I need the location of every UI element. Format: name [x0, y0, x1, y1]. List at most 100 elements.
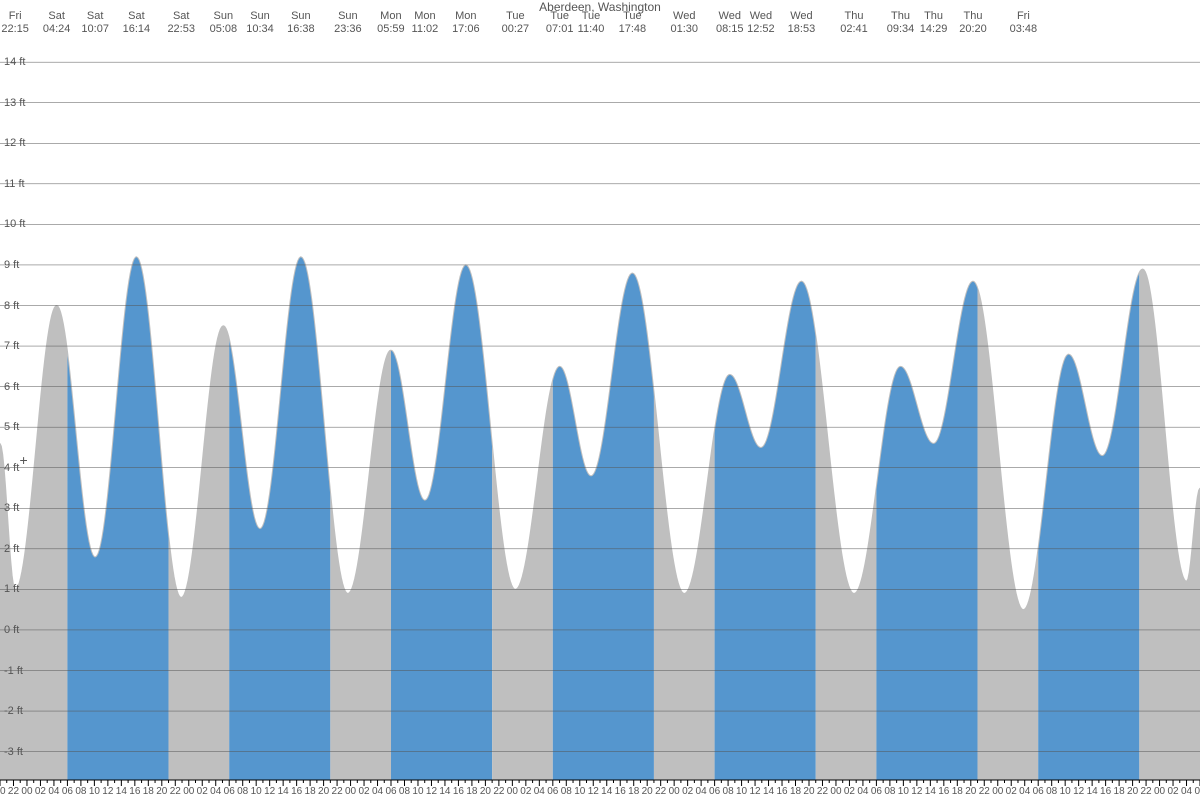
x-tick-label: 04 — [857, 786, 868, 797]
tide-event-label: Wed12:52 — [747, 10, 775, 36]
x-tick-label: 10 — [1060, 786, 1071, 797]
x-tick-label: 00 — [1154, 786, 1165, 797]
x-tick-label: 10 — [736, 786, 747, 797]
x-tick-label: 04 — [48, 786, 59, 797]
x-tick-label: 04 — [1181, 786, 1192, 797]
tide-event-label: Fri22:15 — [1, 10, 29, 36]
tide-event-day: Sat — [43, 10, 71, 23]
x-tick-label: 02 — [682, 786, 693, 797]
tide-event-time: 01:30 — [671, 23, 699, 36]
x-tick-label: 14 — [925, 786, 936, 797]
x-tick-label: 04 — [372, 786, 383, 797]
x-tick-label: 08 — [1046, 786, 1057, 797]
cursor-mark: + — [20, 452, 28, 468]
tide-event-label: Thu20:20 — [959, 10, 987, 36]
x-tick-label: 16 — [291, 786, 302, 797]
tide-event-label: Fri03:48 — [1010, 10, 1038, 36]
tide-event-label: Sun05:08 — [210, 10, 238, 36]
x-tick-label: 08 — [399, 786, 410, 797]
tide-event-label: Tue00:27 — [502, 10, 530, 36]
x-tick-label: 10 — [412, 786, 423, 797]
x-tick-label: 20 — [480, 786, 491, 797]
x-tick-label: 22 — [332, 786, 343, 797]
x-tick-label: 22 — [170, 786, 181, 797]
tide-event-label: Sat22:53 — [167, 10, 195, 36]
tide-event-time: 17:06 — [452, 23, 480, 36]
x-tick-label: 02 — [358, 786, 369, 797]
tide-event-time: 16:38 — [287, 23, 315, 36]
x-tick-label: 02 — [1167, 786, 1178, 797]
tide-fill-segment — [876, 281, 977, 780]
x-tick-label: 14 — [439, 786, 450, 797]
tide-fill-segment — [978, 288, 1039, 780]
x-tick-label: 02 — [1006, 786, 1017, 797]
tide-event-day: Wed — [747, 10, 775, 23]
tide-event-time: 05:08 — [210, 23, 238, 36]
x-tick-label: 06 — [709, 786, 720, 797]
x-tick-label: 22 — [8, 786, 19, 797]
x-tick-label: 14 — [116, 786, 127, 797]
tide-event-time: 02:41 — [840, 23, 868, 36]
x-tick-label: 10 — [574, 786, 585, 797]
y-tick-label: -1 ft — [4, 665, 23, 677]
tide-event-time: 14:29 — [920, 23, 948, 36]
x-tick-label: 18 — [1114, 786, 1125, 797]
tide-event-day: Tue — [546, 10, 574, 23]
x-tick-label: 22 — [1141, 786, 1152, 797]
tide-event-time: 22:15 — [1, 23, 29, 36]
x-tick-label: 12 — [1073, 786, 1084, 797]
tide-event-label: Sat04:24 — [43, 10, 71, 36]
x-tick-label: 00 — [183, 786, 194, 797]
y-tick-label: 6 ft — [4, 381, 19, 393]
tide-event-day: Sun — [287, 10, 315, 23]
x-tick-label: 18 — [790, 786, 801, 797]
tide-event-day: Thu — [887, 10, 915, 23]
x-tick-label: 12 — [588, 786, 599, 797]
x-tick-label: 12 — [911, 786, 922, 797]
x-tick-label: 04 — [1019, 786, 1030, 797]
x-tick-label: 10 — [898, 786, 909, 797]
tide-event-day: Fri — [1, 10, 29, 23]
y-tick-label: 10 ft — [4, 218, 25, 230]
x-tick-label: 14 — [601, 786, 612, 797]
tide-event-time: 03:48 — [1010, 23, 1038, 36]
x-tick-label: 14 — [1087, 786, 1098, 797]
x-tick-label: 06 — [385, 786, 396, 797]
tide-fill-segment — [492, 379, 553, 780]
y-tick-label: 14 ft — [4, 56, 25, 68]
tide-fill-segment — [816, 335, 877, 780]
tide-event-label: Sat16:14 — [123, 10, 151, 36]
x-tick-label: 02 — [520, 786, 531, 797]
x-tick-label: 06 — [224, 786, 235, 797]
x-tick-label: 18 — [305, 786, 316, 797]
tide-fill-segment — [654, 391, 715, 780]
tide-event-time: 04:24 — [43, 23, 71, 36]
tide-event-label: Sat10:07 — [81, 10, 109, 36]
y-tick-label: 8 ft — [4, 300, 19, 312]
tide-event-label: Wed01:30 — [671, 10, 699, 36]
tide-event-day: Sun — [210, 10, 238, 23]
x-tick-label: 00 — [507, 786, 518, 797]
x-tick-label: 12 — [264, 786, 275, 797]
x-tick-label: 00 — [992, 786, 1003, 797]
tide-event-day: Thu — [920, 10, 948, 23]
tide-event-label: Mon05:59 — [377, 10, 405, 36]
x-tick-label: 22 — [655, 786, 666, 797]
tide-fill-segment — [715, 281, 816, 780]
x-tick-label: 00 — [830, 786, 841, 797]
x-tick-label: 04 — [696, 786, 707, 797]
x-tick-label: 04 — [210, 786, 221, 797]
tide-event-label: Tue17:48 — [619, 10, 647, 36]
x-tick-label: 16 — [776, 786, 787, 797]
tide-fill-segment — [229, 257, 330, 780]
x-tick-label: 00 — [669, 786, 680, 797]
x-tick-label: 20 — [642, 786, 653, 797]
tide-event-label: Wed08:15 — [716, 10, 744, 36]
tide-event-time: 08:15 — [716, 23, 744, 36]
tide-event-day: Sat — [167, 10, 195, 23]
x-tick-label: 20 — [318, 786, 329, 797]
tide-event-time: 18:53 — [788, 23, 816, 36]
tide-event-label: Mon11:02 — [412, 10, 439, 36]
tide-event-day: Wed — [671, 10, 699, 23]
x-tick-label: 00 — [345, 786, 356, 797]
